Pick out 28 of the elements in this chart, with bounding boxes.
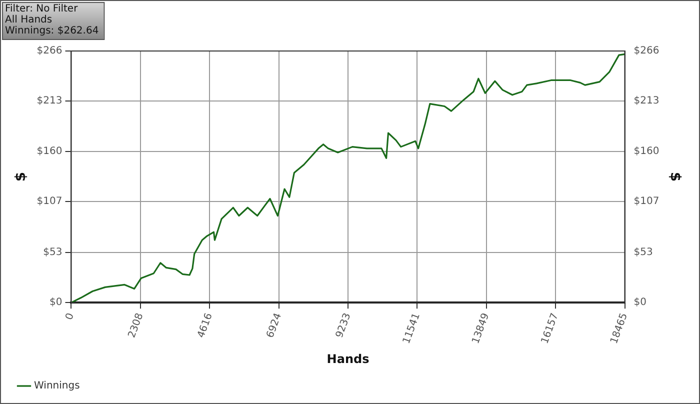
x-tick-label: 9233: [334, 312, 354, 340]
text: All Hands: [5, 14, 52, 26]
x-tick-label: 2308: [126, 312, 146, 340]
y2-tick-label: $53: [634, 247, 653, 258]
x-tick-label: 18465: [608, 312, 630, 346]
y2-tick-label: $107: [634, 196, 660, 207]
x-tick-label: 11541: [401, 312, 422, 346]
y-tick-label: $266: [36, 46, 62, 57]
text: Winnings: $262.64: [5, 26, 99, 37]
y-tick-label: $53: [43, 247, 62, 258]
y2-tick-label: $266: [634, 46, 660, 57]
legend-label: Winnings: [34, 380, 80, 392]
x-tick-label: 16157: [540, 312, 561, 346]
y2-tick-label: $0: [634, 297, 646, 308]
y2-tick-label: $213: [634, 96, 660, 107]
x-tick-label: 6924: [265, 312, 284, 340]
text: Filter: No Filter: [5, 4, 79, 15]
y2-axis-title: $: [666, 172, 683, 182]
y-tick-label: $0: [50, 297, 62, 308]
x-tick-label: 0: [64, 312, 77, 322]
y-tick-label: $160: [36, 146, 62, 157]
x-axis-title: Hands: [326, 352, 370, 366]
y-axis-title: $: [13, 172, 30, 182]
x-tick-label: 4616: [196, 312, 215, 340]
y2-tick-label: $160: [634, 146, 660, 157]
y-tick-label: $107: [36, 196, 62, 207]
y-tick-label: $213: [36, 96, 62, 107]
x-tick-label: 13849: [470, 312, 492, 346]
